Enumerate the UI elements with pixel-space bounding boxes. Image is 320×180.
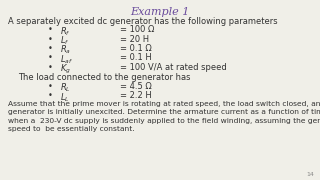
Text: •: •	[48, 53, 52, 62]
Text: •: •	[48, 25, 52, 34]
Text: = 100 V/A at rated speed: = 100 V/A at rated speed	[120, 63, 227, 72]
Text: = 20 H: = 20 H	[120, 35, 149, 44]
Text: = 4.5 Ω: = 4.5 Ω	[120, 82, 152, 91]
Text: = 0.1 H: = 0.1 H	[120, 53, 152, 62]
Text: •: •	[48, 91, 52, 100]
Text: The load connected to the generator has: The load connected to the generator has	[18, 73, 190, 82]
Text: $L_{af}$: $L_{af}$	[60, 53, 73, 66]
Text: $L_L$: $L_L$	[60, 91, 69, 104]
Text: $L_f$: $L_f$	[60, 35, 69, 47]
Text: 14: 14	[306, 172, 314, 177]
Text: •: •	[48, 82, 52, 91]
Text: = 100 Ω: = 100 Ω	[120, 25, 154, 34]
Text: •: •	[48, 44, 52, 53]
Text: Example 1: Example 1	[130, 7, 190, 17]
Text: $R_f$: $R_f$	[60, 25, 71, 37]
Text: A separately excited dc generator has the following parameters: A separately excited dc generator has th…	[8, 17, 278, 26]
Text: •: •	[48, 35, 52, 44]
Text: •: •	[48, 63, 52, 72]
Text: $R_L$: $R_L$	[60, 82, 71, 94]
Text: = 2.2 H: = 2.2 H	[120, 91, 152, 100]
Text: = 0.1 Ω: = 0.1 Ω	[120, 44, 152, 53]
Text: $K_g$: $K_g$	[60, 63, 71, 76]
Text: Assume that the prime mover is rotating at rated speed, the load switch closed, : Assume that the prime mover is rotating …	[8, 101, 320, 132]
Text: $R_a$: $R_a$	[60, 44, 71, 57]
